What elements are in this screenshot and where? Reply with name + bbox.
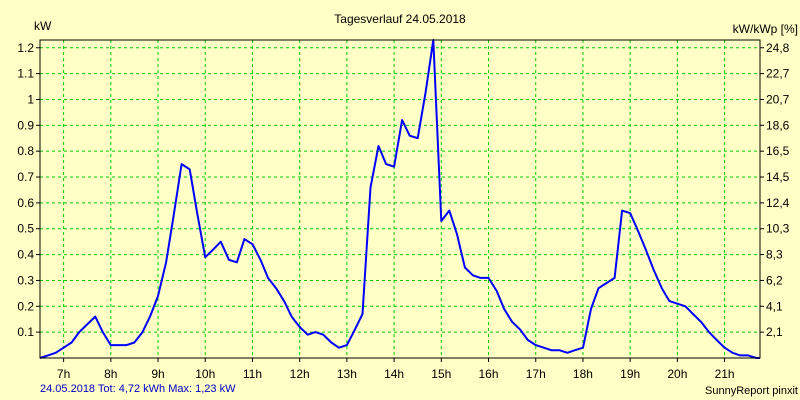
x-tick-label: 7h bbox=[57, 367, 70, 381]
y2-tick-label: 22,7 bbox=[766, 67, 790, 81]
y-tick-label: 0.8 bbox=[17, 144, 34, 158]
series-line bbox=[39, 39, 760, 359]
y-tick-label: 1 bbox=[27, 92, 34, 106]
y-tick-label: 1.2 bbox=[17, 41, 34, 55]
x-tick-label: 10h bbox=[195, 367, 215, 381]
y-tick-label: 0.1 bbox=[17, 325, 34, 339]
y-tick-label: 0.7 bbox=[17, 170, 34, 184]
y2-tick-label: 14,5 bbox=[766, 170, 790, 184]
y-tick-label: 0.6 bbox=[17, 196, 34, 210]
y2-tick-label: 6,2 bbox=[766, 273, 783, 287]
y2-tick-label: 24,8 bbox=[766, 41, 790, 55]
y2-axis-ticks: 2,1 4,1 6,2 8,3 10,3 12,4 14,5 16,5 18,6 20,7 22,7… bbox=[760, 41, 790, 339]
x-tick-label: 11h bbox=[243, 367, 262, 381]
x-tick-label: 18h bbox=[573, 367, 593, 381]
y2-tick-label: 16,5 bbox=[766, 144, 790, 158]
grid bbox=[40, 40, 760, 358]
x-tick-label: 21h bbox=[715, 367, 735, 381]
y-tick-label: 0.9 bbox=[17, 118, 34, 132]
y2-tick-label: 10,3 bbox=[766, 222, 790, 236]
y2-tick-label: 12,4 bbox=[766, 196, 790, 210]
footer-stats: 24.05.2018 Tot: 4,72 kWh Max: 1,23 kW bbox=[40, 383, 236, 395]
y2-tick-label: 18,6 bbox=[766, 118, 790, 132]
y2-tick-label: 2,1 bbox=[766, 325, 783, 339]
y-tick-label: 1.1 bbox=[17, 67, 34, 81]
plot-area bbox=[40, 40, 760, 358]
y-axis-ticks: 0.1 0.2 0.3 0.4 0.5 0.6 0.7 0.8 0.9 1 1.1 1.2 bbox=[17, 41, 40, 339]
y2-tick-label: 8,3 bbox=[766, 248, 783, 262]
x-tick-label: 17h bbox=[526, 367, 546, 381]
footer-credit: SunnyReport pinxit bbox=[705, 385, 798, 397]
y2-axis-label: kW/kWp [%] bbox=[732, 22, 798, 36]
x-tick-label: 14h bbox=[384, 367, 404, 381]
y-tick-label: 0.5 bbox=[17, 222, 34, 236]
x-tick-label: 19h bbox=[620, 367, 640, 381]
x-axis-ticks: 7h 8h 9h 10h 11h 12h 13h 14h 15h 16h 17h 18h 19h 20h 2… bbox=[57, 358, 735, 381]
y-axis-label: kW bbox=[34, 19, 52, 33]
y-tick-label: 0.2 bbox=[17, 299, 34, 313]
y2-tick-label: 4,1 bbox=[766, 299, 783, 313]
x-tick-label: 20h bbox=[667, 367, 687, 381]
x-tick-label: 8h bbox=[104, 367, 117, 381]
y2-tick-label: 20,7 bbox=[766, 92, 790, 106]
chart-title: Tagesverlauf 24.05.2018 bbox=[334, 12, 466, 26]
x-tick-label: 13h bbox=[337, 367, 357, 381]
plot-border bbox=[39, 39, 761, 359]
y-tick-label: 0.3 bbox=[17, 273, 34, 287]
x-tick-label: 15h bbox=[431, 367, 451, 381]
x-tick-label: 9h bbox=[151, 367, 164, 381]
x-tick-label: 12h bbox=[290, 367, 310, 381]
x-tick-label: 16h bbox=[479, 367, 499, 381]
y-tick-label: 0.4 bbox=[17, 248, 34, 262]
